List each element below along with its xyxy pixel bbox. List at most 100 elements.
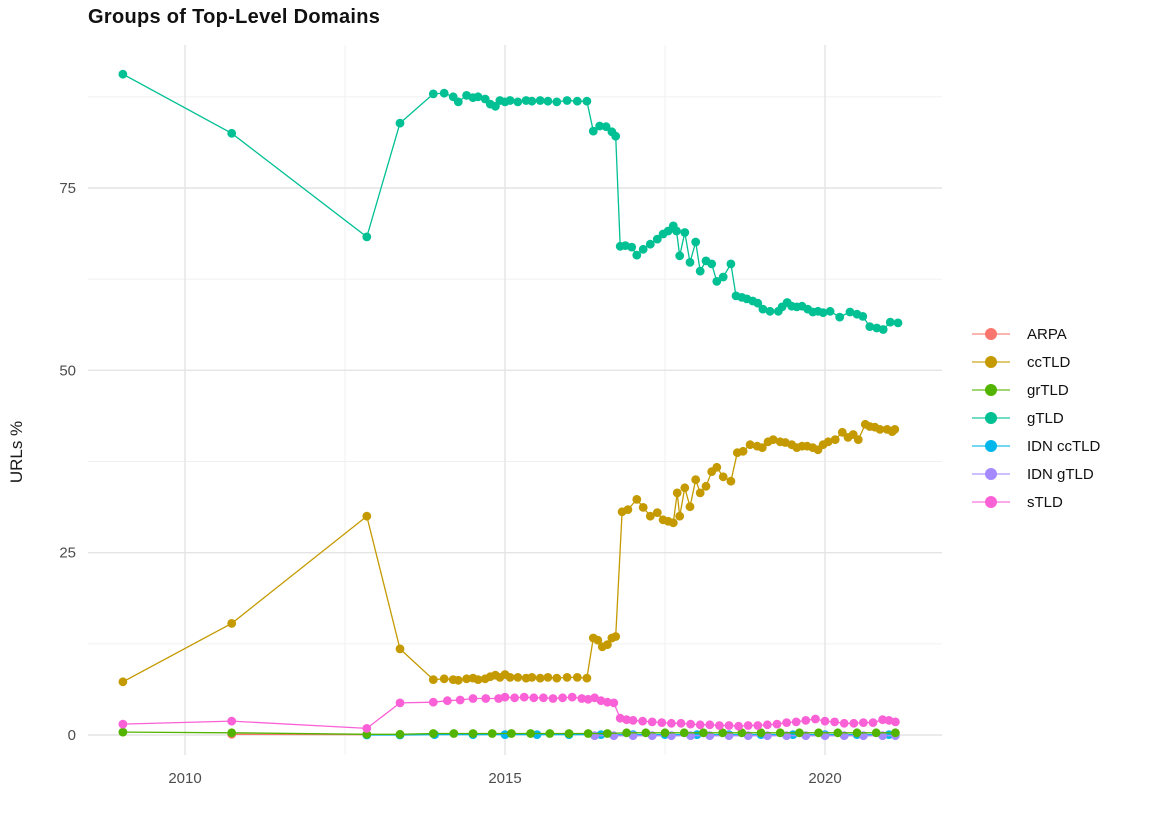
series-cctld-point [757,443,767,452]
series-stld-point [395,698,405,708]
series-gtld-point [582,96,592,106]
series-cctld-point [562,673,572,682]
series-gtld-point [845,307,855,317]
series-cctld-point [853,435,863,444]
series-grtld-point [395,729,405,739]
series-cctld-point [890,425,900,434]
series-stld-point [657,718,667,727]
series-cctld-point [837,427,847,437]
series-gtld-point [645,239,655,249]
series-cctld-point [462,674,471,684]
series-stld-point [695,720,705,730]
series-gtld-point [118,69,128,79]
y-tick-label: 25 [59,545,76,562]
series-stld-point [548,694,558,703]
series-gtld-point [535,96,545,105]
series-cctld-point [680,483,690,493]
legend-dot-icon [985,468,997,480]
series-gtld-point [505,96,515,105]
series-cctld-point [726,476,736,486]
legend-item-cctld: ccTLD [972,348,1100,376]
series-cctld-point [362,511,372,521]
series-gtld-point [572,96,582,106]
legend-label: ARPA [1027,325,1067,343]
series-gtld [118,69,903,334]
legend-item-idn-cctld: IDN ccTLD [972,432,1100,460]
series-stld-point [791,717,801,727]
series-gtld-point [818,308,828,318]
legend-item-idn-gtld: IDN gTLD [972,460,1100,488]
legend-key-arpa-icon [972,327,1010,341]
series-gtld-point [652,234,662,244]
series-stld-point [500,692,510,702]
series-gtld-point [680,228,690,237]
series-grtld-point [718,728,727,738]
series-grtld-point [641,728,651,738]
series-gtld-point [527,96,537,106]
series-cctld-point [527,673,537,682]
series-stld-point [558,693,567,703]
series-grtld-point [227,728,237,738]
x-tick-label: 2020 [808,770,841,787]
series-grtld-point [699,728,708,738]
series-gtld-point [718,272,728,282]
legend-key-grtld-icon [972,383,1010,397]
series-cctld-point [473,675,483,684]
series-gtld-point [439,88,449,98]
series-gtld-point [627,242,637,252]
series-cctld [118,419,900,687]
series-gtld-point [552,97,562,107]
series-stld-point [878,715,887,725]
series-stld-point [510,693,519,703]
series-grtld-point [660,728,670,738]
series-cctld-point [652,508,662,517]
series-cctld-point [830,435,840,444]
series-gtld-point [765,306,775,316]
series-cctld-point [685,502,695,512]
series-cctld-point [672,488,682,498]
series-cctld-point [712,462,722,472]
series-grtld-point [871,728,881,738]
series-cctld-point [227,619,237,628]
series-grtld-point [583,729,593,738]
series-grtld-point [622,728,631,738]
legend-dot-icon [985,440,997,452]
series-stld-point [455,695,465,705]
series-cctld-point [691,475,701,485]
series-stld-point [743,721,753,730]
series-grtld-point [507,729,516,738]
series-stld-point [638,716,647,726]
series-cctld-point [593,635,603,645]
series-gtld-point [878,325,888,334]
series-stld-point [227,716,237,726]
series-stld-point [830,717,839,727]
series-gtld-point [362,232,372,242]
series-gtld-point [601,122,611,132]
series-cctld-point [505,673,515,682]
series-stld-point [362,724,372,733]
series-gtld-point [726,259,736,269]
series-cctld-point [875,425,885,434]
series-cctld-point [552,673,562,683]
series-cctld-point [623,505,633,514]
series-stld-point [811,714,820,724]
series-gtld-point [632,250,642,260]
series-stld-point [428,697,438,707]
series-gtld-point [835,312,845,322]
series-gtld-point [825,306,835,316]
series-grtld-point [891,728,900,738]
series-gtld-point [691,237,701,247]
series-gtld-point [707,259,717,269]
series-grtld-point [487,729,497,738]
series-cctld-point [745,440,755,450]
series-stld-point [839,718,849,728]
series-cctld-point [582,673,592,683]
series-gtld-point [672,226,681,236]
series-stld-point [891,717,900,727]
series-stld-point [519,692,529,702]
series-cctld-point [668,518,678,528]
series-gtld-line [122,73,899,331]
series-gtld-point [638,244,648,254]
